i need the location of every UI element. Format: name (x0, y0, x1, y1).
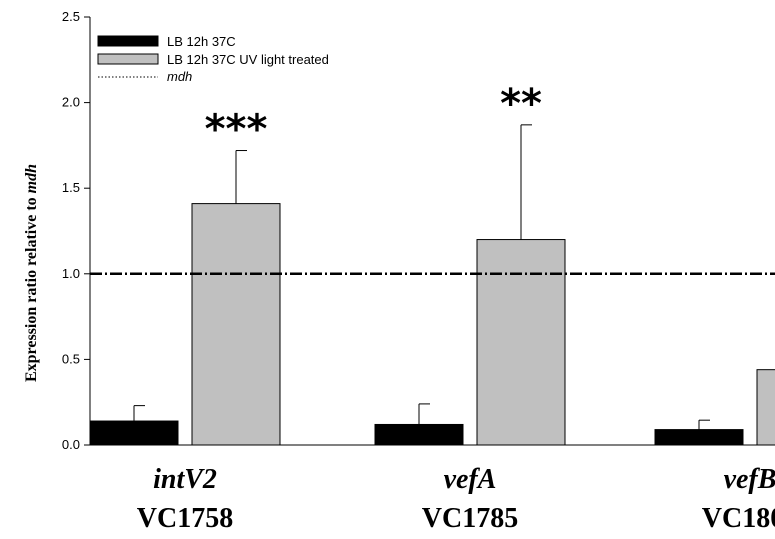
category-labels-layer: intV2 VC1758 vefA VC1785 vefB VC1809 (137, 464, 775, 534)
category-gene-label-0: intV2 (153, 464, 217, 495)
bar-intV2-series-1 (89, 420, 179, 446)
y-tick-label-1: 0.5 (62, 351, 80, 366)
significance-intV2: *** (205, 107, 268, 153)
legend: LB 12h 37C LB 12h 37C UV light treated m… (97, 34, 329, 84)
bar-vefB-series-1 (654, 429, 744, 446)
bar-intV2-series-2 (191, 203, 281, 446)
y-axis-label: Expression ratio relative to mdh (23, 164, 40, 382)
legend-label-reference: mdh (167, 69, 192, 84)
y-tick-label-3: 1.5 (62, 180, 80, 195)
category-id-label-0: VC1758 (137, 503, 233, 534)
legend-label-series-1: LB 12h 37C (167, 34, 236, 49)
y-tick-label-4: 2.0 (62, 95, 80, 110)
error-bars-layer (133, 124, 710, 430)
category-gene-label-2: vefB (724, 464, 775, 495)
bars-layer (89, 203, 775, 446)
y-axis-label-italic: mdh (23, 164, 40, 193)
y-tick-label-0: 0.0 (62, 437, 80, 452)
significance-layer: ***** (205, 81, 542, 153)
category-id-label-2: VC1809 (702, 503, 775, 534)
y-tick-label-5: 2.5 (62, 9, 80, 24)
bar-vefA-series-2 (476, 239, 566, 446)
legend-swatch-series-1 (97, 35, 159, 47)
category-gene-label-1: vefA (444, 464, 497, 495)
legend-label-series-2: LB 12h 37C UV light treated (167, 52, 329, 67)
legend-swatch-series-2 (97, 53, 159, 65)
y-axis-label-text: Expression ratio relative to (23, 193, 40, 382)
axis-layer: 0.0 0.5 1.0 1.5 2.0 2.5 (62, 9, 775, 452)
bar-vefA-series-1 (374, 423, 464, 446)
y-tick-label-2: 1.0 (62, 266, 80, 281)
bar-vefB-series-2 (756, 369, 775, 446)
significance-vefA: ** (500, 81, 542, 127)
category-id-label-1: VC1785 (422, 503, 518, 534)
